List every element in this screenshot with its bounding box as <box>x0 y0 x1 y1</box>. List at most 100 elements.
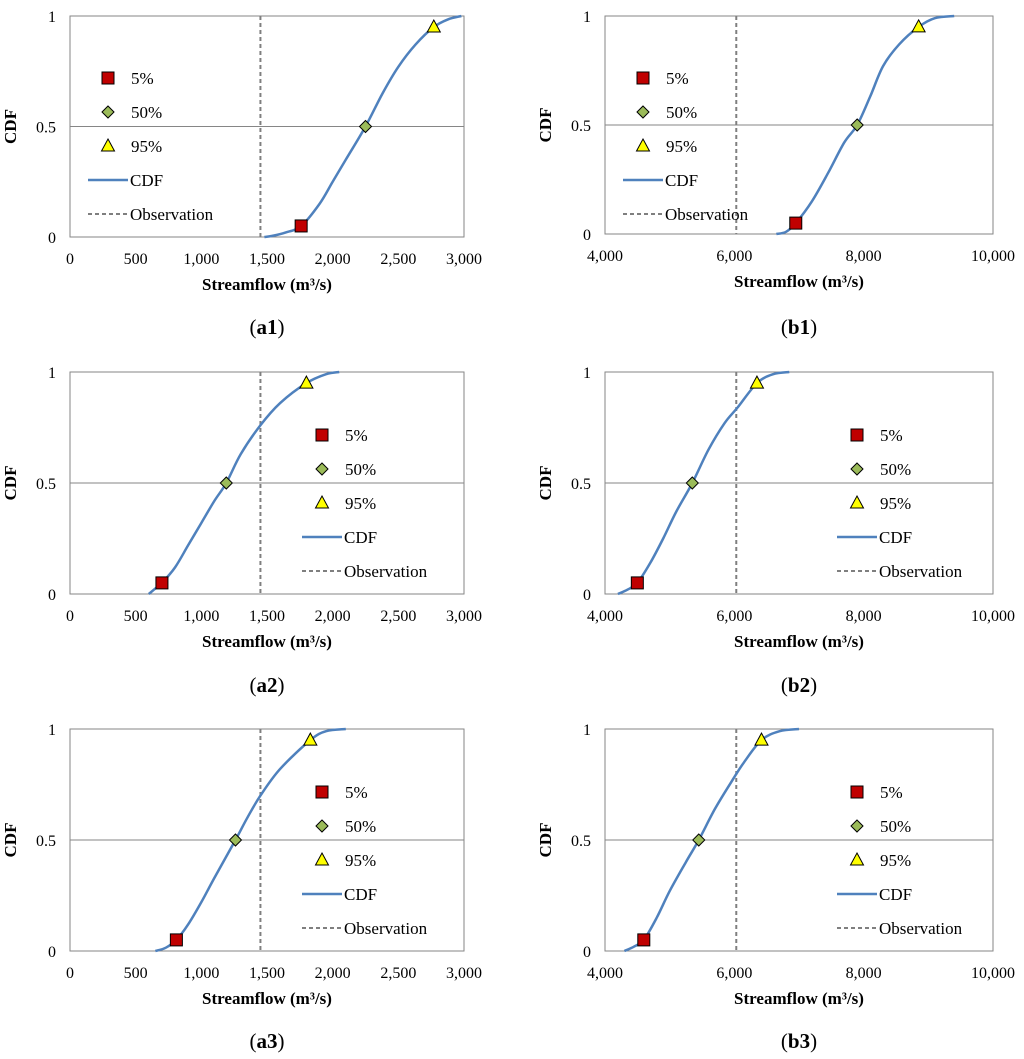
caption-open: ( <box>250 1029 257 1053</box>
legend-label-p50: 50% <box>666 103 697 122</box>
x-tick-label: 3,000 <box>446 251 482 268</box>
x-tick-label: 500 <box>124 965 148 982</box>
plot-area-border <box>604 371 994 595</box>
x-tick-label: 6,000 <box>716 248 752 265</box>
caption-close: ) <box>278 315 285 339</box>
legend-label-p50: 50% <box>131 103 162 122</box>
y-axis-label: CDF <box>536 466 555 501</box>
x-tick-label: 4,000 <box>587 965 623 982</box>
legend-label-obs: Observation <box>879 919 963 938</box>
legend-label-p5: 5% <box>880 426 903 445</box>
x-tick-label: 500 <box>124 608 148 625</box>
legend-swatch-p5 <box>850 785 864 799</box>
x-tick-label: 3,000 <box>446 965 482 982</box>
legend-label-p5: 5% <box>345 426 368 445</box>
panel-caption: (a3) <box>250 1029 285 1053</box>
legend-label-p50: 50% <box>345 817 376 836</box>
legend-swatch-p5 <box>101 71 115 85</box>
y-tick-label: 0.5 <box>36 476 56 493</box>
caption-open: ( <box>250 315 257 339</box>
legend-label-obs: Observation <box>665 205 749 224</box>
x-axis-label: Streamflow (m³/s) <box>202 275 332 294</box>
x-axis-label: Streamflow (m³/s) <box>202 632 332 651</box>
legend-label-cdf: CDF <box>879 885 912 904</box>
chart-panel-b3: 0 0.5 1 4,000 6,000 8,000 10,000 5% 50% 95% CDF Obs… <box>536 722 1015 1053</box>
plot-area-border <box>69 371 465 595</box>
y-axis-label: CDF <box>1 823 20 858</box>
y-axis-label: CDF <box>536 823 555 858</box>
y-tick-label: 0 <box>48 944 56 961</box>
caption-label: a2 <box>257 673 278 697</box>
x-tick-label: 1,500 <box>249 251 285 268</box>
marker-p5 <box>169 933 183 947</box>
legend-label-obs: Observation <box>344 562 428 581</box>
x-tick-label: 0 <box>66 251 74 268</box>
x-tick-label: 1,500 <box>249 965 285 982</box>
x-tick-label: 4,000 <box>587 608 623 625</box>
caption-close: ) <box>810 315 817 339</box>
caption-close: ) <box>278 673 285 697</box>
legend-swatch-p50 <box>101 105 115 119</box>
marker-p50 <box>219 476 233 490</box>
caption-close: ) <box>810 673 817 697</box>
y-tick-label: 0.5 <box>36 833 56 850</box>
marker-p5 <box>630 576 644 590</box>
legend-swatch-p95 <box>849 494 865 509</box>
legend-swatch-p95 <box>314 851 330 866</box>
y-axis-label: CDF <box>1 109 20 144</box>
y-axis-label: CDF <box>536 108 555 143</box>
panel-caption: (a2) <box>250 673 285 697</box>
legend-label-obs: Observation <box>344 919 428 938</box>
y-tick-label: 1 <box>48 365 56 382</box>
legend-label-p5: 5% <box>131 69 154 88</box>
legend: 5% 50% 95% CDF Observation <box>837 783 963 938</box>
y-tick-label: 0.5 <box>36 120 56 137</box>
legend-label-p95: 95% <box>345 494 376 513</box>
y-tick-label: 0.5 <box>571 118 591 135</box>
x-tick-label: 10,000 <box>971 608 1015 625</box>
legend-swatch-p5 <box>315 785 329 799</box>
legend-label-cdf: CDF <box>665 171 698 190</box>
chart-panel-a2: 0 0.5 1 0 500 1,000 1,500 2,000 2,500 3,000 5% 50% 9… <box>1 365 482 697</box>
x-tick-label: 0 <box>66 608 74 625</box>
legend-swatch-p95 <box>100 137 116 152</box>
marker-p5 <box>789 216 803 230</box>
x-axis-label: Streamflow (m³/s) <box>734 632 864 651</box>
chart-panel-b1: 0 0.5 1 4,000 6,000 8,000 10,000 5% 50% 95% CDF Obs… <box>536 9 1015 339</box>
x-tick-label: 4,000 <box>587 248 623 265</box>
legend-swatch-p5 <box>850 428 864 442</box>
x-tick-label: 1,000 <box>183 251 219 268</box>
x-tick-label: 6,000 <box>716 965 752 982</box>
caption-open: ( <box>781 673 788 697</box>
x-tick-label: 2,500 <box>380 965 416 982</box>
caption-open: ( <box>781 1029 788 1053</box>
x-tick-label: 6,000 <box>716 608 752 625</box>
marker-p5 <box>155 576 169 590</box>
x-axis-label: Streamflow (m³/s) <box>734 272 864 291</box>
y-tick-label: 1 <box>48 9 56 26</box>
x-tick-label: 2,500 <box>380 251 416 268</box>
legend-swatch-p95 <box>314 494 330 509</box>
x-tick-label: 1,000 <box>183 608 219 625</box>
x-axis-label: Streamflow (m³/s) <box>734 989 864 1008</box>
x-tick-label: 8,000 <box>846 965 882 982</box>
y-tick-label: 1 <box>583 722 591 739</box>
legend-swatch-p95 <box>635 137 651 152</box>
x-axis-label: Streamflow (m³/s) <box>202 989 332 1008</box>
y-tick-label: 0 <box>48 587 56 604</box>
legend: 5% 50% 95% CDF Observation <box>302 783 428 938</box>
y-tick-label: 0.5 <box>571 833 591 850</box>
legend-label-p50: 50% <box>880 817 911 836</box>
legend-swatch-p95 <box>849 851 865 866</box>
x-tick-label: 10,000 <box>971 965 1015 982</box>
legend-label-cdf: CDF <box>344 885 377 904</box>
marker-p50 <box>692 833 706 847</box>
x-tick-label: 500 <box>124 251 148 268</box>
y-tick-label: 0 <box>583 227 591 244</box>
x-tick-label: 2,000 <box>315 608 351 625</box>
chart-panel-b2: 0 0.5 1 4,000 6,000 8,000 10,000 5% 50% 95% CDF Obs… <box>536 365 1015 697</box>
marker-p95 <box>303 732 318 746</box>
legend-swatch-p5 <box>315 428 329 442</box>
legend-swatch-p50 <box>850 462 864 476</box>
